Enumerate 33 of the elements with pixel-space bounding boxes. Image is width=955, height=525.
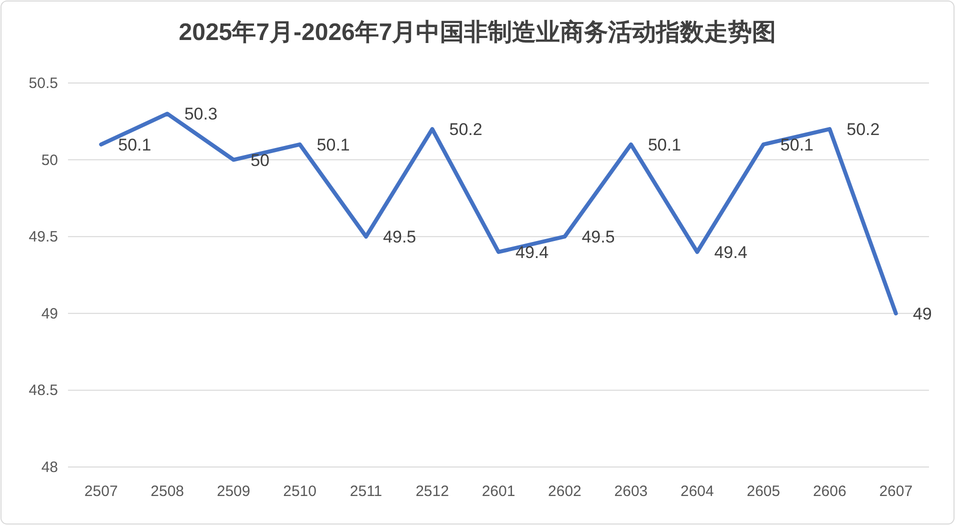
data-label: 50.1 (780, 135, 814, 154)
data-label: 49.4 (714, 242, 748, 262)
x-tick-label: 2507 (84, 483, 118, 500)
x-tick-label: 2603 (614, 483, 648, 500)
data-label: 49.5 (383, 228, 416, 247)
data-label: 50.2 (449, 120, 482, 140)
x-tick-label: 2511 (350, 483, 382, 500)
y-tick-label: 49 (41, 305, 58, 322)
x-tick-label: 2510 (283, 483, 316, 500)
y-tick-label: 49.5 (28, 228, 58, 246)
data-label: 50.1 (118, 135, 152, 154)
x-tick-label: 2508 (150, 483, 184, 500)
x-tick-label: 2512 (416, 483, 449, 500)
data-label: 49.5 (582, 228, 615, 247)
x-tick-label: 2602 (548, 483, 582, 500)
x-tick-label: 2605 (746, 483, 780, 500)
data-label: 50.2 (846, 120, 880, 140)
data-label: 49.4 (516, 242, 549, 262)
data-label: 50.3 (184, 104, 218, 124)
y-tick-label: 50 (41, 152, 58, 169)
y-tick-label: 48 (41, 459, 58, 476)
y-tick-label: 50.5 (28, 75, 58, 92)
data-label: 49 (912, 304, 932, 324)
x-tick-label: 2607 (879, 483, 913, 500)
x-tick-label: 2606 (812, 483, 846, 500)
chart-title: 2025年7月-2026年7月中国非制造业商务活动指数走势图 (178, 19, 776, 46)
x-tick-label: 2509 (216, 483, 250, 500)
data-label: 50.1 (648, 135, 682, 154)
x-tick-label: 2604 (680, 483, 714, 500)
x-tick-label: 2601 (482, 483, 516, 500)
y-tick-label: 48.5 (28, 382, 58, 400)
data-label: 50.1 (316, 135, 350, 154)
data-label: 50 (250, 150, 270, 170)
